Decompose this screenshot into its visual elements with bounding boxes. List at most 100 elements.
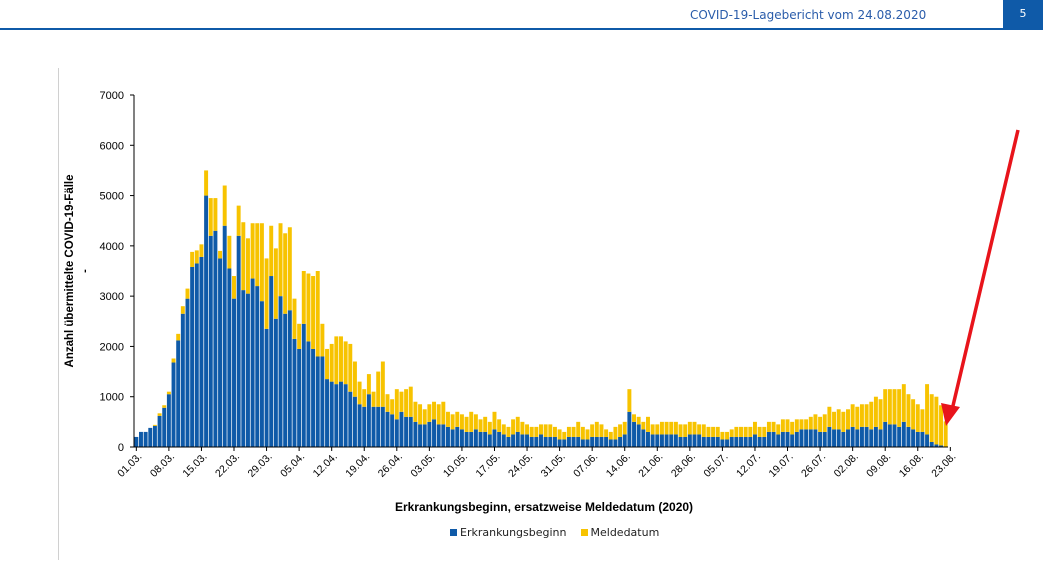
bar-erkrankungsbeginn xyxy=(622,434,627,447)
bar-erkrankungsbeginn xyxy=(585,439,590,447)
bar-erkrankungsbeginn xyxy=(455,426,460,447)
bar-erkrankungsbeginn xyxy=(218,258,223,447)
bar-erkrankungsbeginn xyxy=(232,298,236,447)
bar-meldedatum xyxy=(799,419,804,430)
bar-meldedatum xyxy=(776,424,781,435)
bar-meldedatum xyxy=(445,411,450,427)
bar-meldedatum xyxy=(185,288,190,299)
bar-meldedatum xyxy=(757,426,762,437)
bar-meldedatum xyxy=(487,421,492,435)
x-axis-label: Erkrankungsbeginn, ersatzweise Meldedatu… xyxy=(395,500,693,514)
bar-erkrankungsbeginn xyxy=(269,276,274,447)
bar-erkrankungsbeginn xyxy=(478,431,483,447)
bar-meldedatum xyxy=(501,424,506,435)
x-tick-label: 19.04. xyxy=(343,451,372,480)
bar-meldedatum xyxy=(418,404,423,425)
bar-erkrankungsbeginn xyxy=(292,338,297,447)
bar-meldedatum xyxy=(422,409,427,425)
x-tick-label: 07.06. xyxy=(571,451,600,480)
bar-meldedatum xyxy=(436,404,441,425)
bar-meldedatum xyxy=(269,225,274,277)
bar-erkrankungsbeginn xyxy=(892,424,897,447)
bar-erkrankungsbeginn xyxy=(576,436,581,447)
bar-erkrankungsbeginn xyxy=(334,384,339,447)
bar-meldedatum xyxy=(762,426,767,437)
bar-meldedatum xyxy=(441,401,446,425)
bar-erkrankungsbeginn xyxy=(780,431,785,447)
bar-meldedatum xyxy=(925,384,930,435)
bar-meldedatum xyxy=(432,401,436,420)
bar-erkrankungsbeginn xyxy=(799,429,804,447)
bar-erkrankungsbeginn xyxy=(939,445,943,447)
bar-erkrankungsbeginn xyxy=(915,431,920,447)
x-tick-label: 31.05. xyxy=(539,451,568,480)
x-tick-label: 21.06. xyxy=(636,451,665,480)
chart-legend: Erkrankungsbeginn Meldedatum xyxy=(450,526,673,539)
bar-meldedatum xyxy=(259,223,264,302)
bar-erkrankungsbeginn xyxy=(715,436,720,447)
bar-erkrankungsbeginn xyxy=(608,439,613,447)
bar-meldedatum xyxy=(506,426,511,437)
bar-meldedatum xyxy=(622,421,627,435)
bar-meldedatum xyxy=(594,421,599,437)
x-tick-label: 19.07. xyxy=(767,451,796,480)
bar-meldedatum xyxy=(725,431,730,440)
legend-label-erkrankungsbeginn: Erkrankungsbeginn xyxy=(460,526,567,539)
bar-erkrankungsbeginn xyxy=(306,341,311,447)
bar-erkrankungsbeginn xyxy=(627,411,632,447)
bar-erkrankungsbeginn xyxy=(511,434,516,447)
bar-meldedatum xyxy=(352,361,357,397)
bar-erkrankungsbeginn xyxy=(464,431,469,447)
x-tick-label: 02.08. xyxy=(832,451,861,480)
bar-erkrankungsbeginn xyxy=(436,424,441,447)
bar-erkrankungsbeginn xyxy=(492,429,497,447)
y-tick-label: 5000 xyxy=(100,191,124,203)
bar-meldedatum xyxy=(571,426,576,437)
report-title: COVID-19-Lagebericht vom 24.08.2020 xyxy=(690,8,927,22)
bar-erkrankungsbeginn xyxy=(348,391,353,447)
bar-erkrankungsbeginn xyxy=(771,431,776,447)
bar-meldedatum xyxy=(552,426,557,437)
bar-meldedatum xyxy=(720,431,725,440)
bar-meldedatum xyxy=(176,333,181,341)
bar-meldedatum xyxy=(357,381,362,405)
bar-meldedatum xyxy=(822,414,827,432)
bar-meldedatum xyxy=(348,343,353,392)
bar-meldedatum xyxy=(864,404,869,427)
bar-meldedatum xyxy=(734,426,739,437)
bar-erkrankungsbeginn xyxy=(725,439,730,447)
bar-meldedatum xyxy=(785,419,790,432)
bar-meldedatum xyxy=(748,426,753,437)
bar-meldedatum xyxy=(473,414,478,430)
bar-erkrankungsbeginn xyxy=(487,434,492,447)
bar-meldedatum xyxy=(929,394,934,442)
bar-meldedatum xyxy=(413,401,418,422)
bar-erkrankungsbeginn xyxy=(655,434,660,447)
bar-erkrankungsbeginn xyxy=(739,436,743,447)
bar-erkrankungsbeginn xyxy=(427,421,432,447)
bar-meldedatum xyxy=(780,419,785,432)
bar-meldedatum xyxy=(739,426,743,437)
legend-swatch-meldedatum xyxy=(580,529,588,536)
bar-erkrankungsbeginn xyxy=(343,384,348,447)
x-tick-label: 09.08. xyxy=(864,451,893,480)
bar-erkrankungsbeginn xyxy=(878,429,883,447)
bar-meldedatum xyxy=(325,348,330,380)
bar-meldedatum xyxy=(255,223,260,287)
bar-meldedatum xyxy=(790,421,795,435)
x-tick-label: 26.07. xyxy=(799,451,828,480)
bar-erkrankungsbeginn xyxy=(483,431,488,447)
bar-erkrankungsbeginn xyxy=(911,429,916,447)
bar-erkrankungsbeginn xyxy=(566,436,571,447)
bar-meldedatum xyxy=(208,198,213,236)
bar-meldedatum xyxy=(543,424,548,437)
legend-item-erkrankungsbeginn: Erkrankungsbeginn xyxy=(450,526,567,539)
bar-meldedatum xyxy=(794,419,799,432)
bar-erkrankungsbeginn xyxy=(134,436,139,447)
bar-erkrankungsbeginn xyxy=(683,436,688,447)
x-tick-label: 22.03. xyxy=(213,451,242,480)
bar-erkrankungsbeginn xyxy=(920,431,925,447)
bar-erkrankungsbeginn xyxy=(297,348,302,447)
bar-meldedatum xyxy=(264,258,269,329)
bar-meldedatum xyxy=(664,421,669,435)
